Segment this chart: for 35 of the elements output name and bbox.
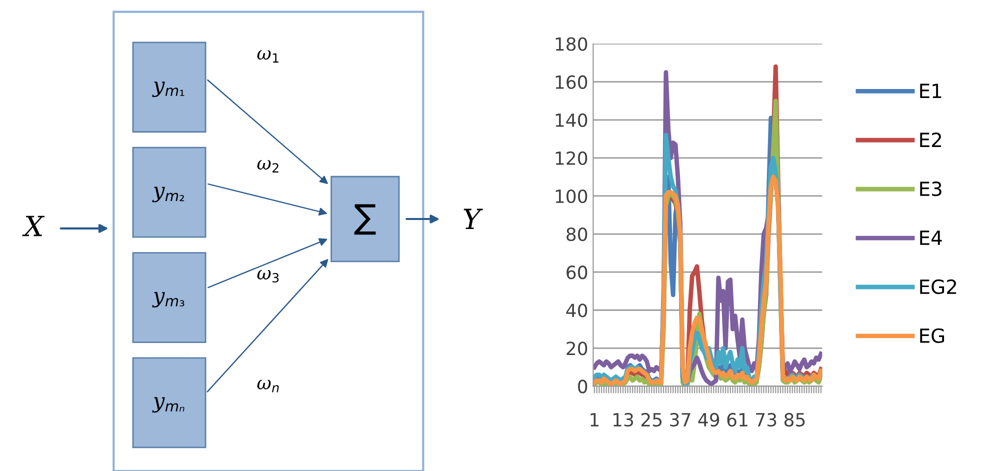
text: ω$_{n}$ bbox=[257, 380, 279, 392]
y-tick-label: 160 bbox=[556, 75, 588, 89]
x-tick-label: 37 bbox=[670, 412, 690, 427]
y-tick-label: 60 bbox=[566, 266, 588, 280]
x-tick-label: 1 bbox=[590, 413, 598, 426]
text: X bbox=[22, 216, 45, 236]
text: Y bbox=[464, 208, 483, 230]
legend-label: E4 bbox=[920, 230, 942, 245]
y-tick-label: 140 bbox=[556, 113, 588, 128]
x-tick-label: 49 bbox=[698, 412, 720, 427]
x-tick-label: 25 bbox=[641, 412, 662, 427]
legend-label: E2 bbox=[920, 132, 941, 147]
legend-label: E1 bbox=[920, 84, 942, 98]
y-tick-label: 0 bbox=[578, 380, 588, 394]
x-tick-label: 61 bbox=[727, 412, 748, 427]
text: ∑ bbox=[354, 204, 376, 235]
y-tick-label: 20 bbox=[566, 342, 588, 356]
legend-label: EG bbox=[920, 328, 944, 344]
y-tick-label: 80 bbox=[566, 227, 588, 242]
legend-label: E3 bbox=[920, 181, 942, 196]
text: ω$_{1}$ bbox=[257, 50, 278, 63]
text: ω$_{3}$ bbox=[257, 270, 279, 283]
legend-label: EG2 bbox=[920, 279, 956, 294]
text: ω$_{2}$ bbox=[257, 160, 278, 172]
y-tick-label: 180 bbox=[556, 37, 588, 51]
x-tick-label: 85 bbox=[784, 412, 805, 427]
text: y$_{m₁}$ bbox=[152, 82, 184, 98]
x-tick-label: 13 bbox=[614, 412, 634, 427]
text: y$_{m₃}$ bbox=[152, 292, 184, 308]
text: y$_{mₙ}$ bbox=[152, 397, 184, 413]
y-tick-label: 100 bbox=[556, 189, 588, 204]
text: y$_{m₂}$ bbox=[152, 186, 184, 202]
y-tick-label: 40 bbox=[566, 304, 588, 318]
x-tick-label: 73 bbox=[756, 412, 776, 427]
y-tick-label: 120 bbox=[556, 151, 588, 166]
